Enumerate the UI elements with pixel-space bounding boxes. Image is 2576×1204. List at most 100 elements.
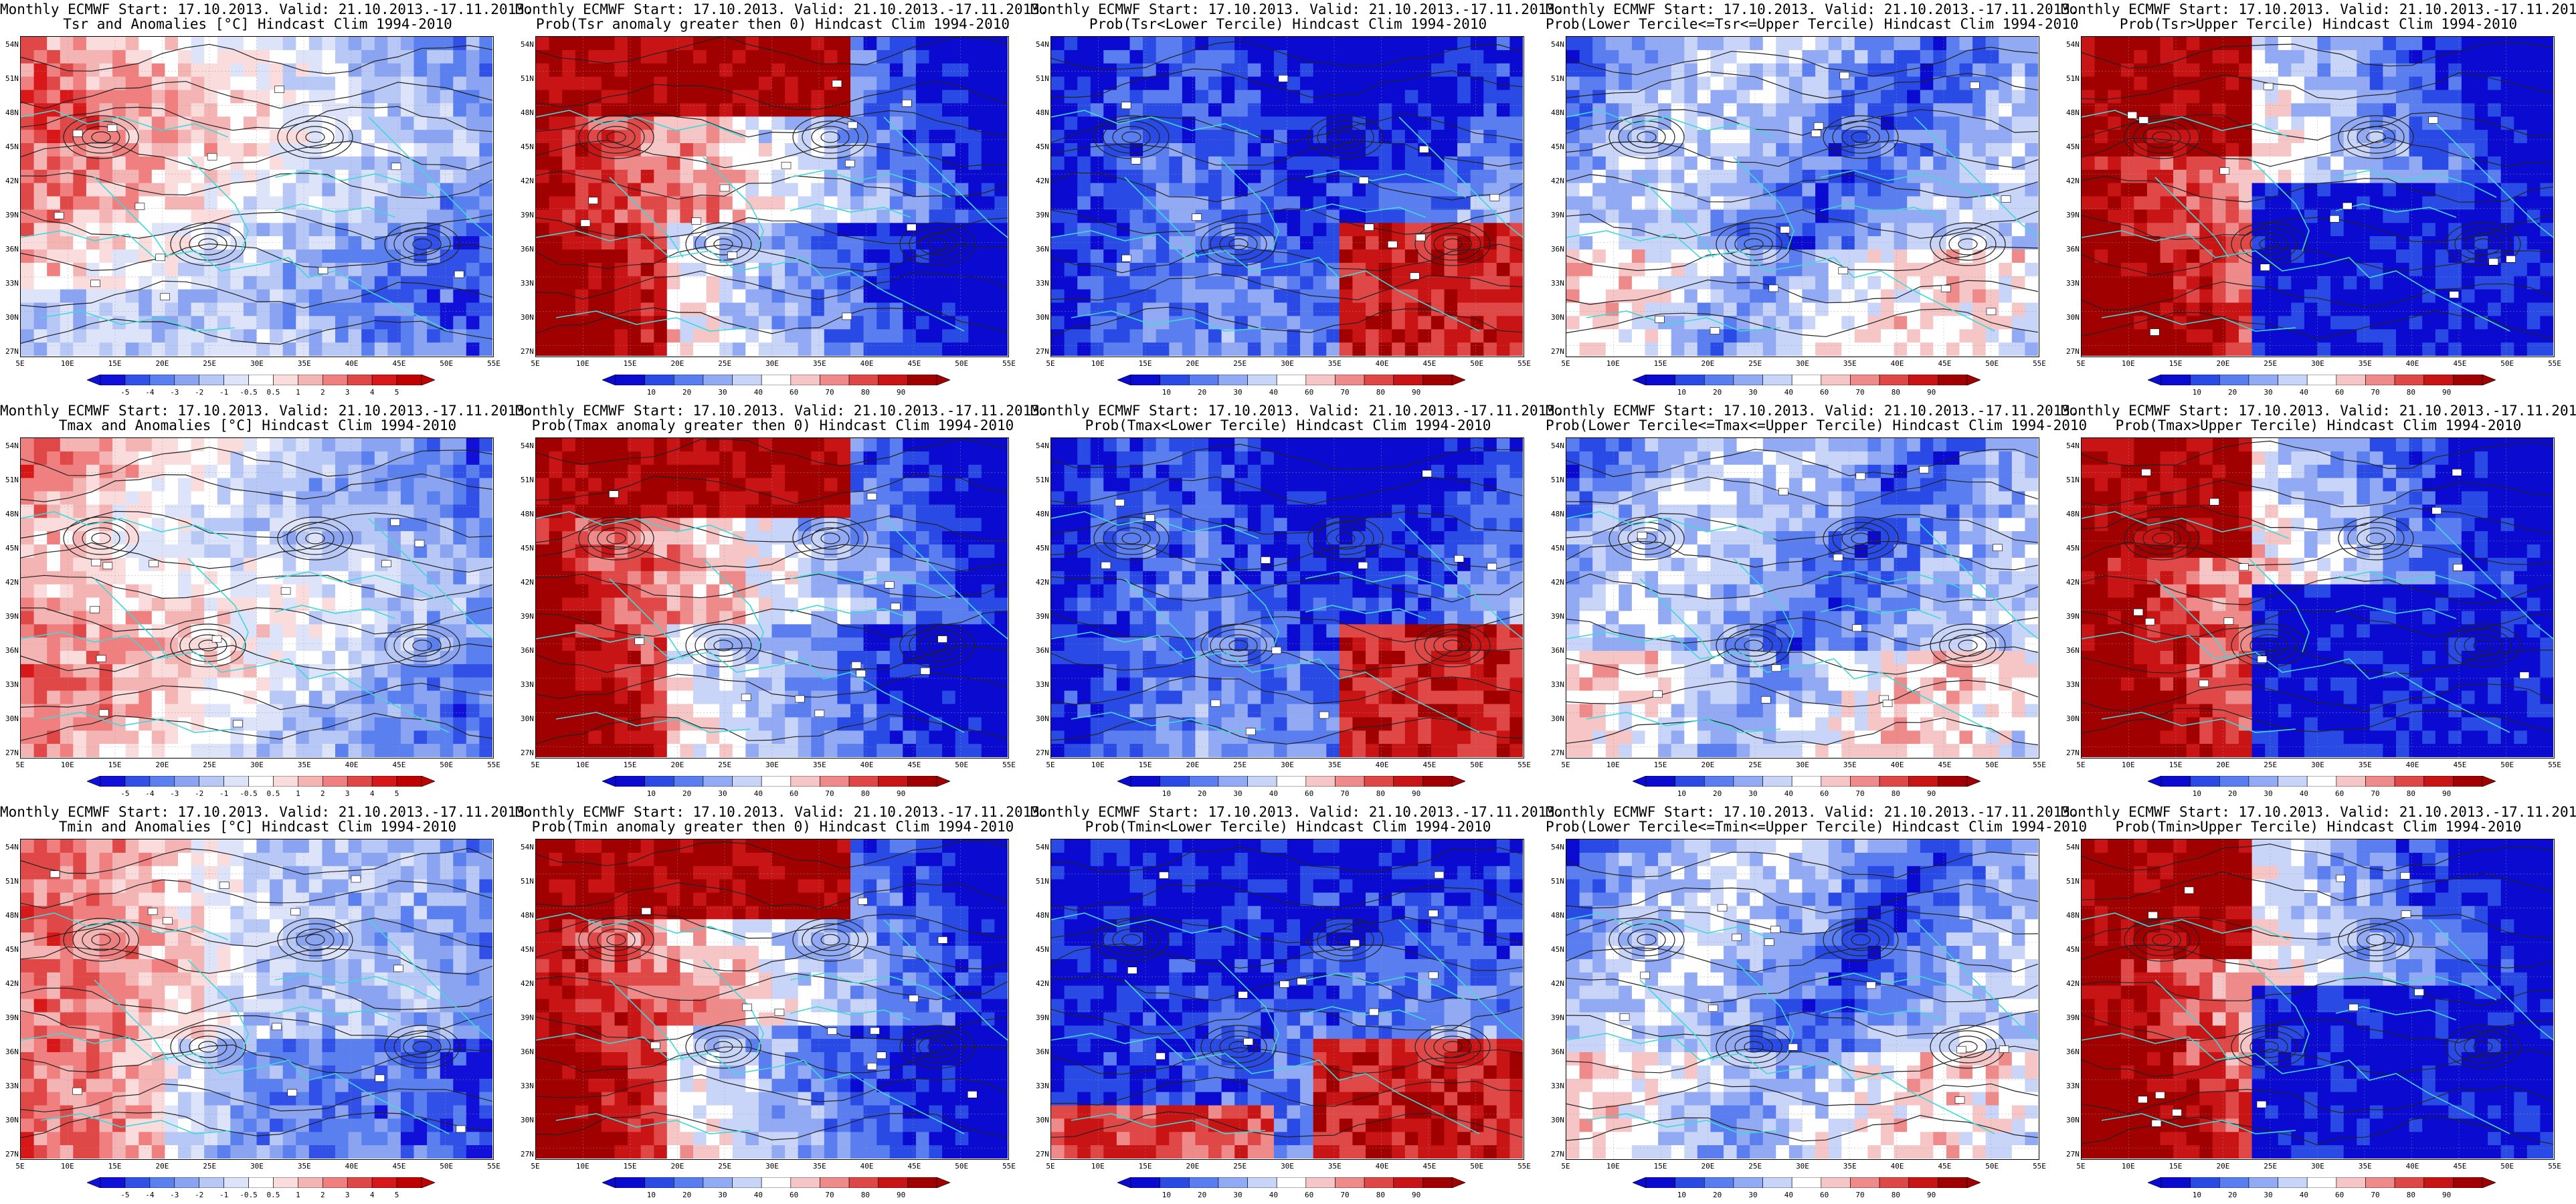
lat-tick-label: 33N [2066,279,2080,288]
lat-tick-label: 51N [1551,476,1564,484]
map-area [1050,437,1524,759]
map-area [20,36,494,357]
colorbar-tick-label: 90 [897,1191,906,1199]
lon-tick-label: 15E [108,359,122,368]
lon-tick-label: 40E [345,1162,359,1171]
lon-tick-label: 30E [1796,761,1809,769]
lat-tick-label: 42N [521,578,534,587]
lat-tick-label: 51N [2066,877,2080,886]
lat-tick-label: 48N [1036,911,1049,920]
map-area [2081,839,2555,1160]
field-fill [21,438,492,757]
lon-tick-label: 20E [155,761,169,769]
lon-tick-label: 50E [955,1162,969,1171]
lat-tick-label: 27N [1551,748,1564,757]
lat-tick-label: 54N [1036,441,1049,450]
lat-tick-label: 51N [5,476,19,484]
lat-tick-label: 33N [2066,1082,2080,1090]
colorbar-tick-label: 80 [1376,388,1385,397]
colorbar-tick-label: 70 [1340,388,1350,397]
field-fill [2082,839,2553,1159]
colorbar-tick-label: -5 [120,388,130,397]
panel-title: Prob(Tmax>Upper Tercile) Hindcast Clim 1… [2115,417,2522,433]
lon-tick-label: 35E [1843,761,1857,769]
field-fill [1566,839,2038,1159]
lat-tick-label: 45N [521,544,534,553]
lat-tick-label: 45N [5,945,19,954]
lon-tick-label: 30E [1281,761,1294,769]
lat-tick-label: 51N [1036,877,1049,886]
lat-tick-label: 39N [2066,1013,2080,1022]
lon-tick-label: 25E [1233,1162,1247,1171]
lon-tick-label: 15E [108,761,122,769]
lon-tick-label: 5E [531,761,540,769]
lon-tick-label: 5E [2076,761,2086,769]
colorbar-tick-label: 10 [1162,789,1171,798]
lat-tick-label: 39N [521,612,534,621]
lat-tick-label: 27N [1551,347,1564,356]
colorbar-tick-label: 20 [1198,789,1207,798]
lon-tick-label: 15E [2169,1162,2183,1171]
panel-header-line: Monthly ECMWF Start: 17.10.2013. Valid: … [0,1,533,17]
colorbar-tick-label: 30 [718,1191,727,1199]
lon-tick-label: 35E [812,1162,826,1171]
lat-tick-label: 27N [2066,347,2080,356]
lat-tick-label: 51N [521,877,534,886]
colorbar-tick-label: -4 [145,1191,155,1199]
lat-tick-label: 45N [1036,945,1049,954]
lat-tick-label: 36N [5,1047,19,1056]
lon-tick-label: 45E [2453,1162,2467,1171]
colorbar [1633,776,1981,787]
lat-tick-label: 30N [521,1116,534,1124]
lat-tick-label: 48N [521,911,534,920]
lat-tick-label: 54N [5,843,19,851]
colorbar-tick-label: 20 [682,388,692,397]
lat-tick-label: 39N [1036,1013,1049,1022]
lon-tick-label: 15E [1138,1162,1152,1171]
colorbar-tick-label: 30 [1233,1191,1243,1199]
lon-tick-label: 20E [1186,761,1200,769]
colorbar-tick-label: -3 [170,789,179,798]
colorbar-tick-label: 40 [1784,388,1793,397]
lat-tick-label: 36N [1036,245,1049,254]
colorbar-tick-label: -4 [145,388,155,397]
lat-tick-label: 39N [521,1013,534,1022]
colorbar-tick-label: -0.5 [240,388,258,397]
lon-tick-label: 25E [203,761,217,769]
map-panel: Monthly ECMWF Start: 17.10.2013. Valid: … [0,803,533,1204]
lat-tick-label: 39N [1036,211,1049,219]
lon-tick-label: 35E [1843,1162,1857,1171]
lat-tick-label: 33N [5,680,19,689]
lon-tick-label: 45E [392,359,406,368]
panel-title: Prob(Lower Tercile<=Tmax<=Upper Tercile)… [1546,417,2088,433]
lat-tick-label: 27N [1551,1150,1564,1159]
lat-tick-label: 33N [521,279,534,288]
lat-tick-label: 45N [5,142,19,151]
lat-tick-label: 45N [1551,945,1564,954]
colorbar-tick-label: 70 [1855,789,1865,798]
lon-tick-label: 50E [1470,761,1484,769]
lat-tick-label: 48N [521,510,534,518]
colorbar-tick-label: 30 [1748,388,1758,397]
map-area [535,839,1009,1160]
colorbar-tick-label: 80 [860,1191,870,1199]
lon-tick-label: 45E [1938,1162,1952,1171]
lon-tick-label: 20E [2216,761,2230,769]
lat-tick-label: 48N [2066,108,2080,117]
colorbar [1117,375,1465,385]
lat-tick-label: 39N [2066,612,2080,621]
lon-tick-label: 20E [1186,359,1200,368]
lon-tick-label: 35E [812,761,826,769]
lon-tick-label: 20E [1701,1162,1715,1171]
lon-tick-label: 50E [955,761,969,769]
colorbar-tick-label: 70 [1340,1191,1350,1199]
colorbar-tick-label: -5 [120,789,130,798]
lat-tick-label: 30N [2066,714,2080,723]
lat-tick-label: 36N [5,245,19,254]
lon-tick-label: 50E [440,1162,454,1171]
colorbar-tick-label: 80 [860,789,870,798]
lat-tick-label: 45N [5,544,19,553]
lon-tick-label: 45E [2453,761,2467,769]
lat-tick-label: 27N [1036,748,1049,757]
lat-tick-label: 54N [5,40,19,49]
